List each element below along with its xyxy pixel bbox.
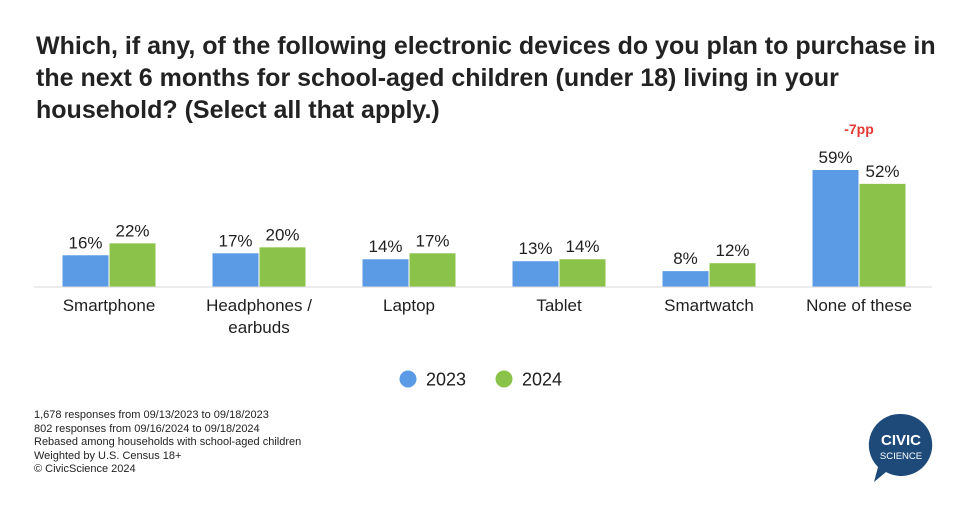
data-label: 52% <box>865 162 899 181</box>
data-label: 17% <box>218 231 252 250</box>
data-label: 13% <box>518 239 552 258</box>
category-label: None of these <box>806 296 912 315</box>
legend-marker-2023 <box>399 370 417 388</box>
footnote-line: Rebased among households with school-age… <box>34 436 302 448</box>
data-label: 14% <box>368 237 402 256</box>
bar-2023 <box>812 169 859 287</box>
bar-2023 <box>62 255 109 287</box>
bar-2024 <box>859 183 906 287</box>
bar-2023 <box>362 259 409 287</box>
bar-2023 <box>212 253 259 287</box>
civicscience-logo: CIVIC SCIENCE <box>868 413 933 482</box>
bar-2024 <box>709 263 756 287</box>
bar-2024 <box>259 247 306 287</box>
bar-chart: 16% 22% Smartphone 17% 20% Headphones / earbud… <box>34 121 932 390</box>
footnote-line: 1,678 responses from 09/13/2023 to 09/18… <box>34 409 269 421</box>
data-label: 14% <box>565 237 599 256</box>
category-label: Headphones / earbuds <box>206 296 312 337</box>
change-annotation: -7pp <box>844 121 874 137</box>
footnotes: 1,678 responses from 09/13/2023 to 09/18… <box>34 409 301 477</box>
category-label: Smartwatch <box>664 296 754 315</box>
data-label: 8% <box>673 249 698 268</box>
legend: 2023 2024 <box>399 370 562 390</box>
chart-title: Which, if any, of the following electron… <box>36 32 936 124</box>
legend-label: 2024 <box>522 370 562 390</box>
data-label: 22% <box>115 221 149 240</box>
bar-2024 <box>109 243 156 287</box>
category-label: Tablet <box>536 296 582 315</box>
svg-text:SCIENCE: SCIENCE <box>880 451 922 462</box>
category-label: Laptop <box>383 296 435 315</box>
legend-label: 2023 <box>426 370 466 390</box>
data-label: 16% <box>68 233 102 252</box>
category-label: Smartphone <box>63 296 156 315</box>
svg-text:CIVIC: CIVIC <box>881 432 921 449</box>
data-label: 20% <box>265 225 299 244</box>
footnote-line: 802 responses from 09/16/2024 to 09/18/2… <box>34 422 260 435</box>
bar-2023 <box>662 271 709 287</box>
footnote-line: © CivicScience 2024 <box>34 463 136 475</box>
bar-2023 <box>512 261 559 287</box>
data-label: 12% <box>715 241 749 260</box>
data-label: 59% <box>818 148 852 167</box>
data-label: 17% <box>415 231 449 250</box>
bars-group: 16% 22% Smartphone 17% 20% Headphones / earbud… <box>62 121 912 337</box>
legend-marker-2024 <box>495 370 513 388</box>
bar-2024 <box>409 253 456 287</box>
footnote-line: Weighted by U.S. Census 18+ <box>34 449 182 462</box>
bar-2024 <box>559 259 606 287</box>
